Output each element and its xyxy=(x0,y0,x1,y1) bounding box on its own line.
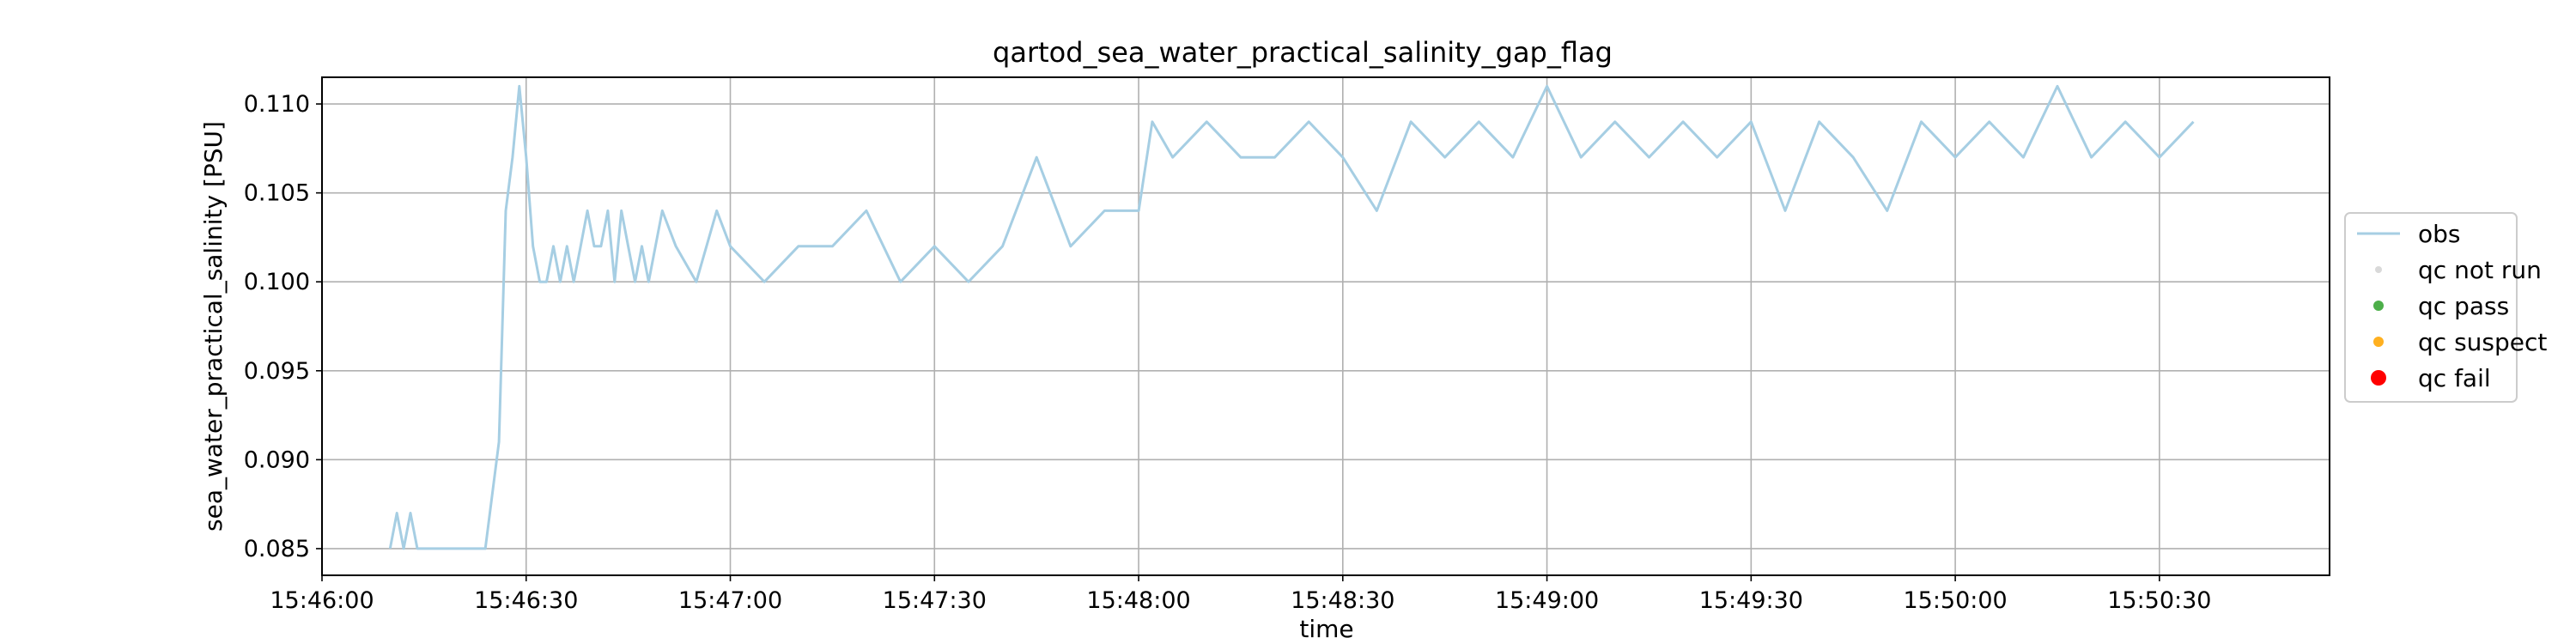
legend-frame xyxy=(2344,212,2518,403)
plot-frame xyxy=(321,76,2330,576)
x-tick-label: 15:49:00 xyxy=(1495,587,1599,614)
legend-label: qc not run xyxy=(2418,256,2542,284)
x-tick-label: 15:48:30 xyxy=(1291,587,1394,614)
legend-label: qc pass xyxy=(2418,292,2509,320)
legend-dot-marker xyxy=(2373,337,2384,347)
x-axis-ticks: 15:46:00 15:46:30 15:47:00 15:47:30 15:48:00… xyxy=(270,575,2211,614)
x-tick-label: 15:50:00 xyxy=(1903,587,2007,614)
series-layer xyxy=(388,84,2195,550)
y-tick-label: 0.110 xyxy=(244,91,310,118)
x-tick-label: 15:46:00 xyxy=(270,587,374,614)
y-tick-label: 0.100 xyxy=(244,269,310,295)
series-line-obs xyxy=(388,84,2195,550)
plot-area xyxy=(321,76,2330,576)
y-axis-ticks: 0.085 0.090 0.095 0.100 0.105 0.110 xyxy=(244,91,322,562)
y-tick-label: 0.085 xyxy=(244,536,310,562)
legend-entries: obs qc not run qc pass qc suspect qc fail xyxy=(2357,220,2547,392)
x-axis-label: time xyxy=(1299,615,1353,643)
y-tick-label: 0.090 xyxy=(244,447,310,473)
y-tick-label: 0.105 xyxy=(244,180,310,207)
legend-dot-marker xyxy=(2375,266,2382,273)
y-tick-label: 0.095 xyxy=(244,358,310,385)
chart-title: qartod_sea_water_practical_salinity_gap_… xyxy=(993,36,1613,69)
legend-label: qc fail xyxy=(2418,364,2491,392)
legend-label: obs xyxy=(2418,220,2461,248)
x-tick-label: 15:47:00 xyxy=(678,587,782,614)
legend-dot-marker xyxy=(2371,370,2386,386)
x-tick-label: 15:48:00 xyxy=(1086,587,1190,614)
x-tick-label: 15:49:30 xyxy=(1699,587,1803,614)
plot-background xyxy=(322,77,2330,575)
legend-dot-marker xyxy=(2373,301,2384,311)
grid-lines xyxy=(321,77,2330,575)
x-tick-label: 15:46:30 xyxy=(474,587,578,614)
y-axis-label: sea_water_practical_salinity [PSU] xyxy=(199,121,228,532)
legend: obs qc not run qc pass qc suspect qc fail xyxy=(2344,212,2547,403)
x-tick-label: 15:47:30 xyxy=(883,587,987,614)
legend-label: qc suspect xyxy=(2418,328,2547,356)
x-tick-label: 15:50:30 xyxy=(2107,587,2211,614)
